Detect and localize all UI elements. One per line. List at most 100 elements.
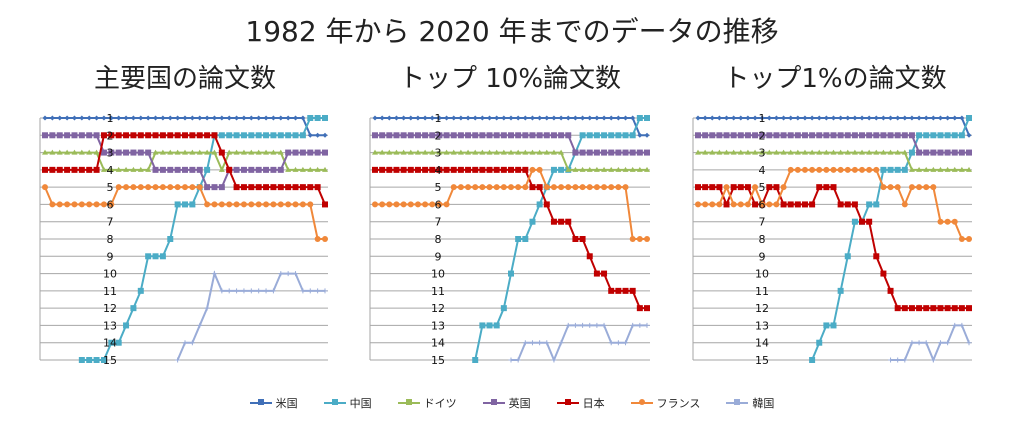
data-point	[844, 166, 851, 173]
data-point	[226, 115, 232, 121]
data-point	[522, 184, 529, 191]
data-point	[587, 322, 593, 328]
legend-item: ドイツ	[397, 395, 457, 411]
data-point	[248, 201, 255, 208]
data-point	[802, 115, 808, 121]
data-point	[174, 201, 181, 208]
data-point	[615, 149, 622, 156]
series-フランス	[372, 166, 650, 242]
data-point	[966, 132, 972, 138]
data-point	[637, 322, 643, 328]
y-tick-label: 9	[435, 250, 442, 263]
data-point	[386, 132, 393, 139]
data-point	[515, 132, 522, 139]
data-point	[966, 305, 972, 312]
data-point	[278, 115, 284, 121]
data-point	[159, 149, 166, 155]
data-point	[923, 132, 930, 139]
data-point	[759, 201, 766, 208]
data-point	[174, 166, 181, 173]
data-point	[123, 115, 129, 121]
data-point	[902, 357, 908, 363]
data-point	[895, 357, 901, 363]
data-point	[737, 201, 744, 208]
data-point	[537, 340, 543, 346]
data-point	[174, 149, 181, 155]
data-point	[901, 201, 908, 208]
data-point	[414, 201, 421, 208]
data-point	[951, 166, 958, 172]
data-point	[636, 236, 643, 242]
data-point	[702, 149, 709, 155]
data-point	[766, 184, 773, 191]
data-point	[196, 166, 203, 173]
data-point	[738, 115, 744, 121]
y-tick-label: 1	[435, 112, 442, 125]
data-point	[550, 132, 557, 139]
data-point	[816, 166, 823, 173]
data-point	[515, 184, 522, 191]
data-point	[137, 132, 144, 139]
data-point	[958, 166, 965, 172]
data-point	[101, 115, 107, 121]
y-tick-label: 4	[107, 164, 114, 177]
data-point	[182, 115, 188, 121]
data-point	[457, 184, 464, 191]
data-point	[537, 115, 543, 121]
data-point	[543, 132, 550, 139]
data-point	[401, 115, 407, 121]
data-point	[873, 201, 880, 208]
data-point	[966, 166, 972, 172]
data-point	[307, 115, 314, 121]
y-tick-label: 8	[759, 233, 766, 246]
data-point	[888, 357, 894, 363]
data-point	[226, 132, 233, 139]
y-tick-label: 6	[435, 198, 442, 211]
legend-swatch	[630, 399, 653, 405]
legend-item: 韓国	[726, 395, 774, 411]
y-tick-label: 7	[435, 216, 442, 229]
data-point	[958, 236, 965, 242]
legend-item: 中国	[323, 395, 372, 411]
chart-title-top1: トップ1%の論文数	[723, 64, 947, 94]
data-point	[182, 340, 188, 346]
data-point	[64, 166, 71, 173]
data-point	[248, 288, 254, 294]
data-point	[522, 132, 529, 139]
data-point	[522, 340, 528, 346]
data-point	[629, 287, 636, 294]
data-point	[255, 166, 262, 173]
data-point	[64, 149, 71, 155]
data-point	[586, 166, 593, 172]
data-point	[637, 132, 643, 138]
data-point	[493, 322, 500, 329]
data-point	[723, 132, 730, 139]
data-point	[887, 184, 894, 191]
data-point	[529, 115, 535, 121]
data-point	[100, 132, 107, 139]
data-point	[859, 149, 866, 155]
data-point	[951, 305, 958, 312]
data-point	[916, 184, 923, 191]
data-point	[152, 166, 159, 173]
data-point	[204, 184, 211, 191]
data-point	[522, 166, 529, 173]
data-point	[500, 132, 507, 139]
data-point	[189, 201, 196, 208]
data-point	[787, 166, 794, 173]
data-point	[226, 149, 233, 155]
data-point	[486, 132, 493, 139]
series-米国	[695, 115, 972, 138]
data-point	[515, 149, 522, 155]
data-point	[866, 132, 873, 139]
data-point	[57, 115, 63, 121]
data-point	[123, 166, 130, 172]
data-point	[908, 184, 915, 191]
data-point	[450, 149, 457, 155]
data-point	[966, 340, 972, 346]
y-tick-label: 2	[107, 129, 114, 142]
y-tick-label: 2	[759, 129, 766, 142]
data-point	[293, 115, 299, 121]
data-point	[422, 166, 429, 173]
data-point	[759, 149, 766, 155]
